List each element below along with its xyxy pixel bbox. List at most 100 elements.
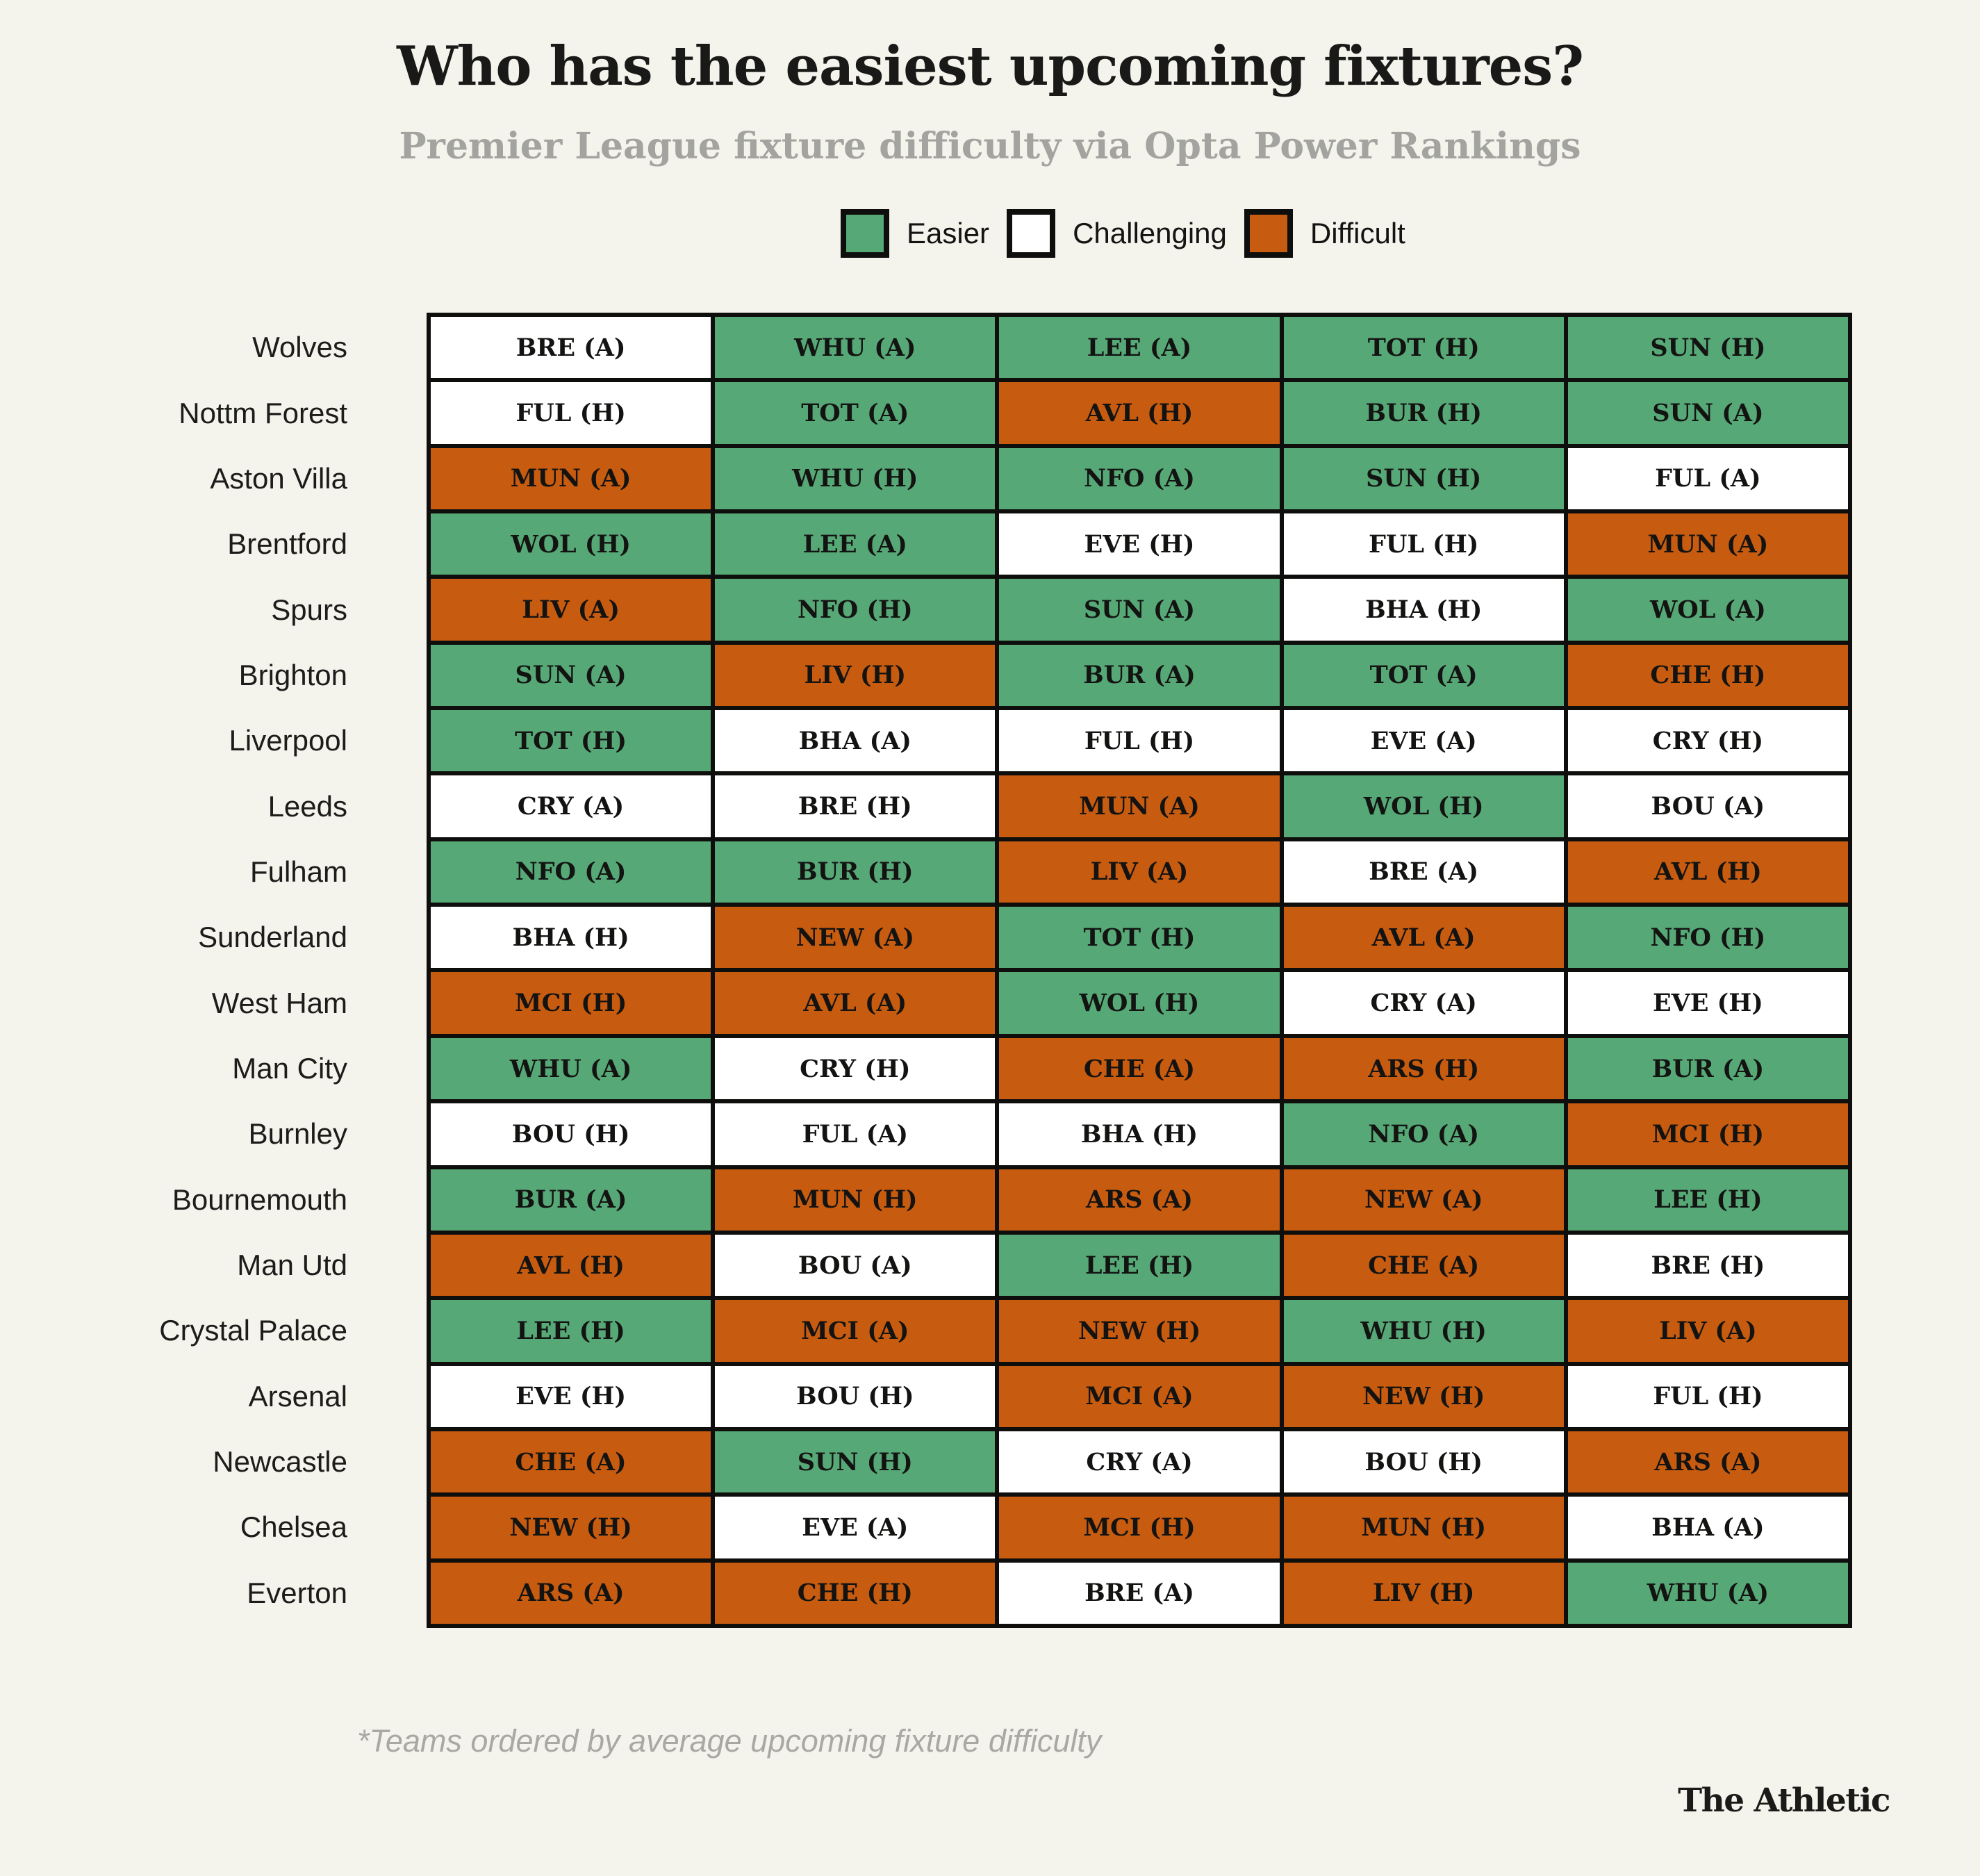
team-label: Arsenal xyxy=(248,1379,347,1413)
fixture-cell: BRE (A) xyxy=(1283,841,1564,903)
team-label: Man City xyxy=(232,1052,347,1085)
team-label: Leeds xyxy=(267,789,347,823)
fixture-cell: NEW (H) xyxy=(999,1300,1280,1362)
fixture-cell: BOU (A) xyxy=(715,1234,996,1297)
team-label: Everton xyxy=(247,1576,347,1609)
team-label: Liverpool xyxy=(229,724,347,757)
fixture-cell: EVE (A) xyxy=(1283,710,1564,772)
fixture-cell: FUL (H) xyxy=(1567,1365,1848,1427)
fixture-cell: TOT (H) xyxy=(431,710,711,772)
fixture-cell: FUL (A) xyxy=(1567,447,1848,510)
team-labels: Wolves Nottm Forest Aston Villa Brentford Sp… xyxy=(0,313,347,1628)
brand-logo: The Athletic xyxy=(1678,1782,1890,1820)
fixture-cell: LIV (A) xyxy=(999,841,1280,903)
legend: Easier Challenging Difficult xyxy=(841,208,1405,258)
fixture-cell: BHA (H) xyxy=(431,907,711,969)
fixture-cell: BOU (A) xyxy=(1567,775,1848,837)
fixture-cell: SUN (H) xyxy=(715,1431,996,1493)
fixture-cell: CRY (A) xyxy=(999,1431,1280,1493)
fixture-cell: ARS (A) xyxy=(999,1169,1280,1231)
fixture-cell: EVE (A) xyxy=(715,1497,996,1558)
fixture-cell: LEE (A) xyxy=(999,317,1280,379)
fixture-cell: FUL (H) xyxy=(431,382,711,444)
fixture-cell: CHE (A) xyxy=(431,1431,711,1493)
fixture-cell: NFO (A) xyxy=(999,447,1280,510)
fixture-cell: AVL (A) xyxy=(1283,907,1564,969)
fixture-cell: LIV (A) xyxy=(1567,1300,1848,1362)
fixture-cell: CHE (A) xyxy=(1283,1234,1564,1297)
fixture-cell: BRE (A) xyxy=(431,317,711,379)
team-label: Brentford xyxy=(227,527,347,561)
fixture-cell: CRY (H) xyxy=(715,1037,996,1100)
fixture-cell: BHA (A) xyxy=(1567,1497,1848,1558)
team-label: Chelsea xyxy=(240,1511,347,1544)
fixtures-grid: BRE (A) WHU (A) LEE (A) TOT (H) SUN (H) FUL (… xyxy=(427,313,1852,1628)
fixture-cell: WOL (H) xyxy=(999,972,1280,1034)
fixture-cell: CRY (A) xyxy=(431,775,711,837)
fixture-cell: WOL (H) xyxy=(1283,775,1564,837)
fixture-cell: BUR (H) xyxy=(1283,382,1564,444)
fixture-cell: WOL (H) xyxy=(431,513,711,575)
fixture-cell: EVE (H) xyxy=(431,1365,711,1427)
fixture-cell: CRY (A) xyxy=(1283,972,1564,1034)
fixture-cell: BHA (H) xyxy=(1283,579,1564,641)
fixture-cell: MCI (H) xyxy=(431,972,711,1034)
fixture-cell: CHE (H) xyxy=(1567,644,1848,707)
legend-item-challenging: Challenging xyxy=(1007,209,1227,258)
team-label: Sunderland xyxy=(198,921,347,954)
legend-swatch-difficult xyxy=(1244,209,1293,258)
fixture-cell: NEW (A) xyxy=(715,907,996,969)
team-label: Wolves xyxy=(252,331,347,364)
team-label: Spurs xyxy=(271,593,347,626)
fixture-cell: FUL (H) xyxy=(1283,513,1564,575)
page-title: Who has the easiest upcoming fixtures? xyxy=(397,35,1584,98)
fixture-cell: SUN (H) xyxy=(1567,317,1848,379)
legend-swatch-challenging xyxy=(1007,209,1056,258)
fixture-cell: ARS (H) xyxy=(1283,1037,1564,1100)
fixture-cell: NEW (A) xyxy=(1283,1169,1564,1231)
fixture-cell: ARS (A) xyxy=(1567,1431,1848,1493)
fixture-cell: TOT (H) xyxy=(1283,317,1564,379)
fixture-cell: MCI (A) xyxy=(715,1300,996,1362)
fixture-cell: BUR (A) xyxy=(999,644,1280,707)
fixture-cell: TOT (A) xyxy=(715,382,996,444)
fixture-cell: AVL (H) xyxy=(999,382,1280,444)
fixture-cell: LIV (H) xyxy=(1283,1562,1564,1624)
fixture-cell: FUL (A) xyxy=(715,1103,996,1165)
fixture-cell: ARS (A) xyxy=(431,1562,711,1624)
fixture-cell: NFO (A) xyxy=(1283,1103,1564,1165)
team-label: Fulham xyxy=(249,855,347,888)
fixture-cell: LIV (A) xyxy=(431,579,711,641)
fixture-cell: WHU (H) xyxy=(1283,1300,1564,1362)
fixture-cell: BUR (A) xyxy=(1567,1037,1848,1100)
fixture-cell: CRY (H) xyxy=(1567,710,1848,772)
fixture-cell: MUN (A) xyxy=(999,775,1280,837)
fixture-cell: SUN (A) xyxy=(999,579,1280,641)
team-label: Newcastle xyxy=(213,1445,347,1479)
fixture-cell: BOU (H) xyxy=(715,1365,996,1427)
fixture-cell: LEE (A) xyxy=(715,513,996,575)
fixture-cell: WOL (A) xyxy=(1567,579,1848,641)
legend-swatch-easier xyxy=(841,209,889,258)
fixture-cell: BOU (H) xyxy=(1283,1431,1564,1493)
fixture-cell: SUN (A) xyxy=(1567,382,1848,444)
fixture-cell: AVL (H) xyxy=(431,1234,711,1297)
legend-item-difficult: Difficult xyxy=(1244,209,1405,258)
fixture-cell: NFO (H) xyxy=(1567,907,1848,969)
fixture-cell: MUN (H) xyxy=(715,1169,996,1231)
fixture-cell: MUN (A) xyxy=(1567,513,1848,575)
fixture-cell: BRE (H) xyxy=(715,775,996,837)
fixture-cell: AVL (H) xyxy=(1567,841,1848,903)
fixture-cell: LEE (H) xyxy=(1567,1169,1848,1231)
team-label: Crystal Palace xyxy=(159,1314,347,1347)
fixture-cell: AVL (A) xyxy=(715,972,996,1034)
team-label: Burnley xyxy=(248,1117,347,1151)
fixture-cell: NEW (H) xyxy=(1283,1365,1564,1427)
fixture-cell: CHE (A) xyxy=(999,1037,1280,1100)
fixture-cell: BHA (H) xyxy=(999,1103,1280,1165)
fixture-cell: MUN (A) xyxy=(431,447,711,510)
fixture-cell: SUN (A) xyxy=(431,644,711,707)
legend-label-difficult: Difficult xyxy=(1310,217,1405,249)
fixture-cell: BOU (H) xyxy=(431,1103,711,1165)
fixture-cell: LEE (H) xyxy=(431,1300,711,1362)
